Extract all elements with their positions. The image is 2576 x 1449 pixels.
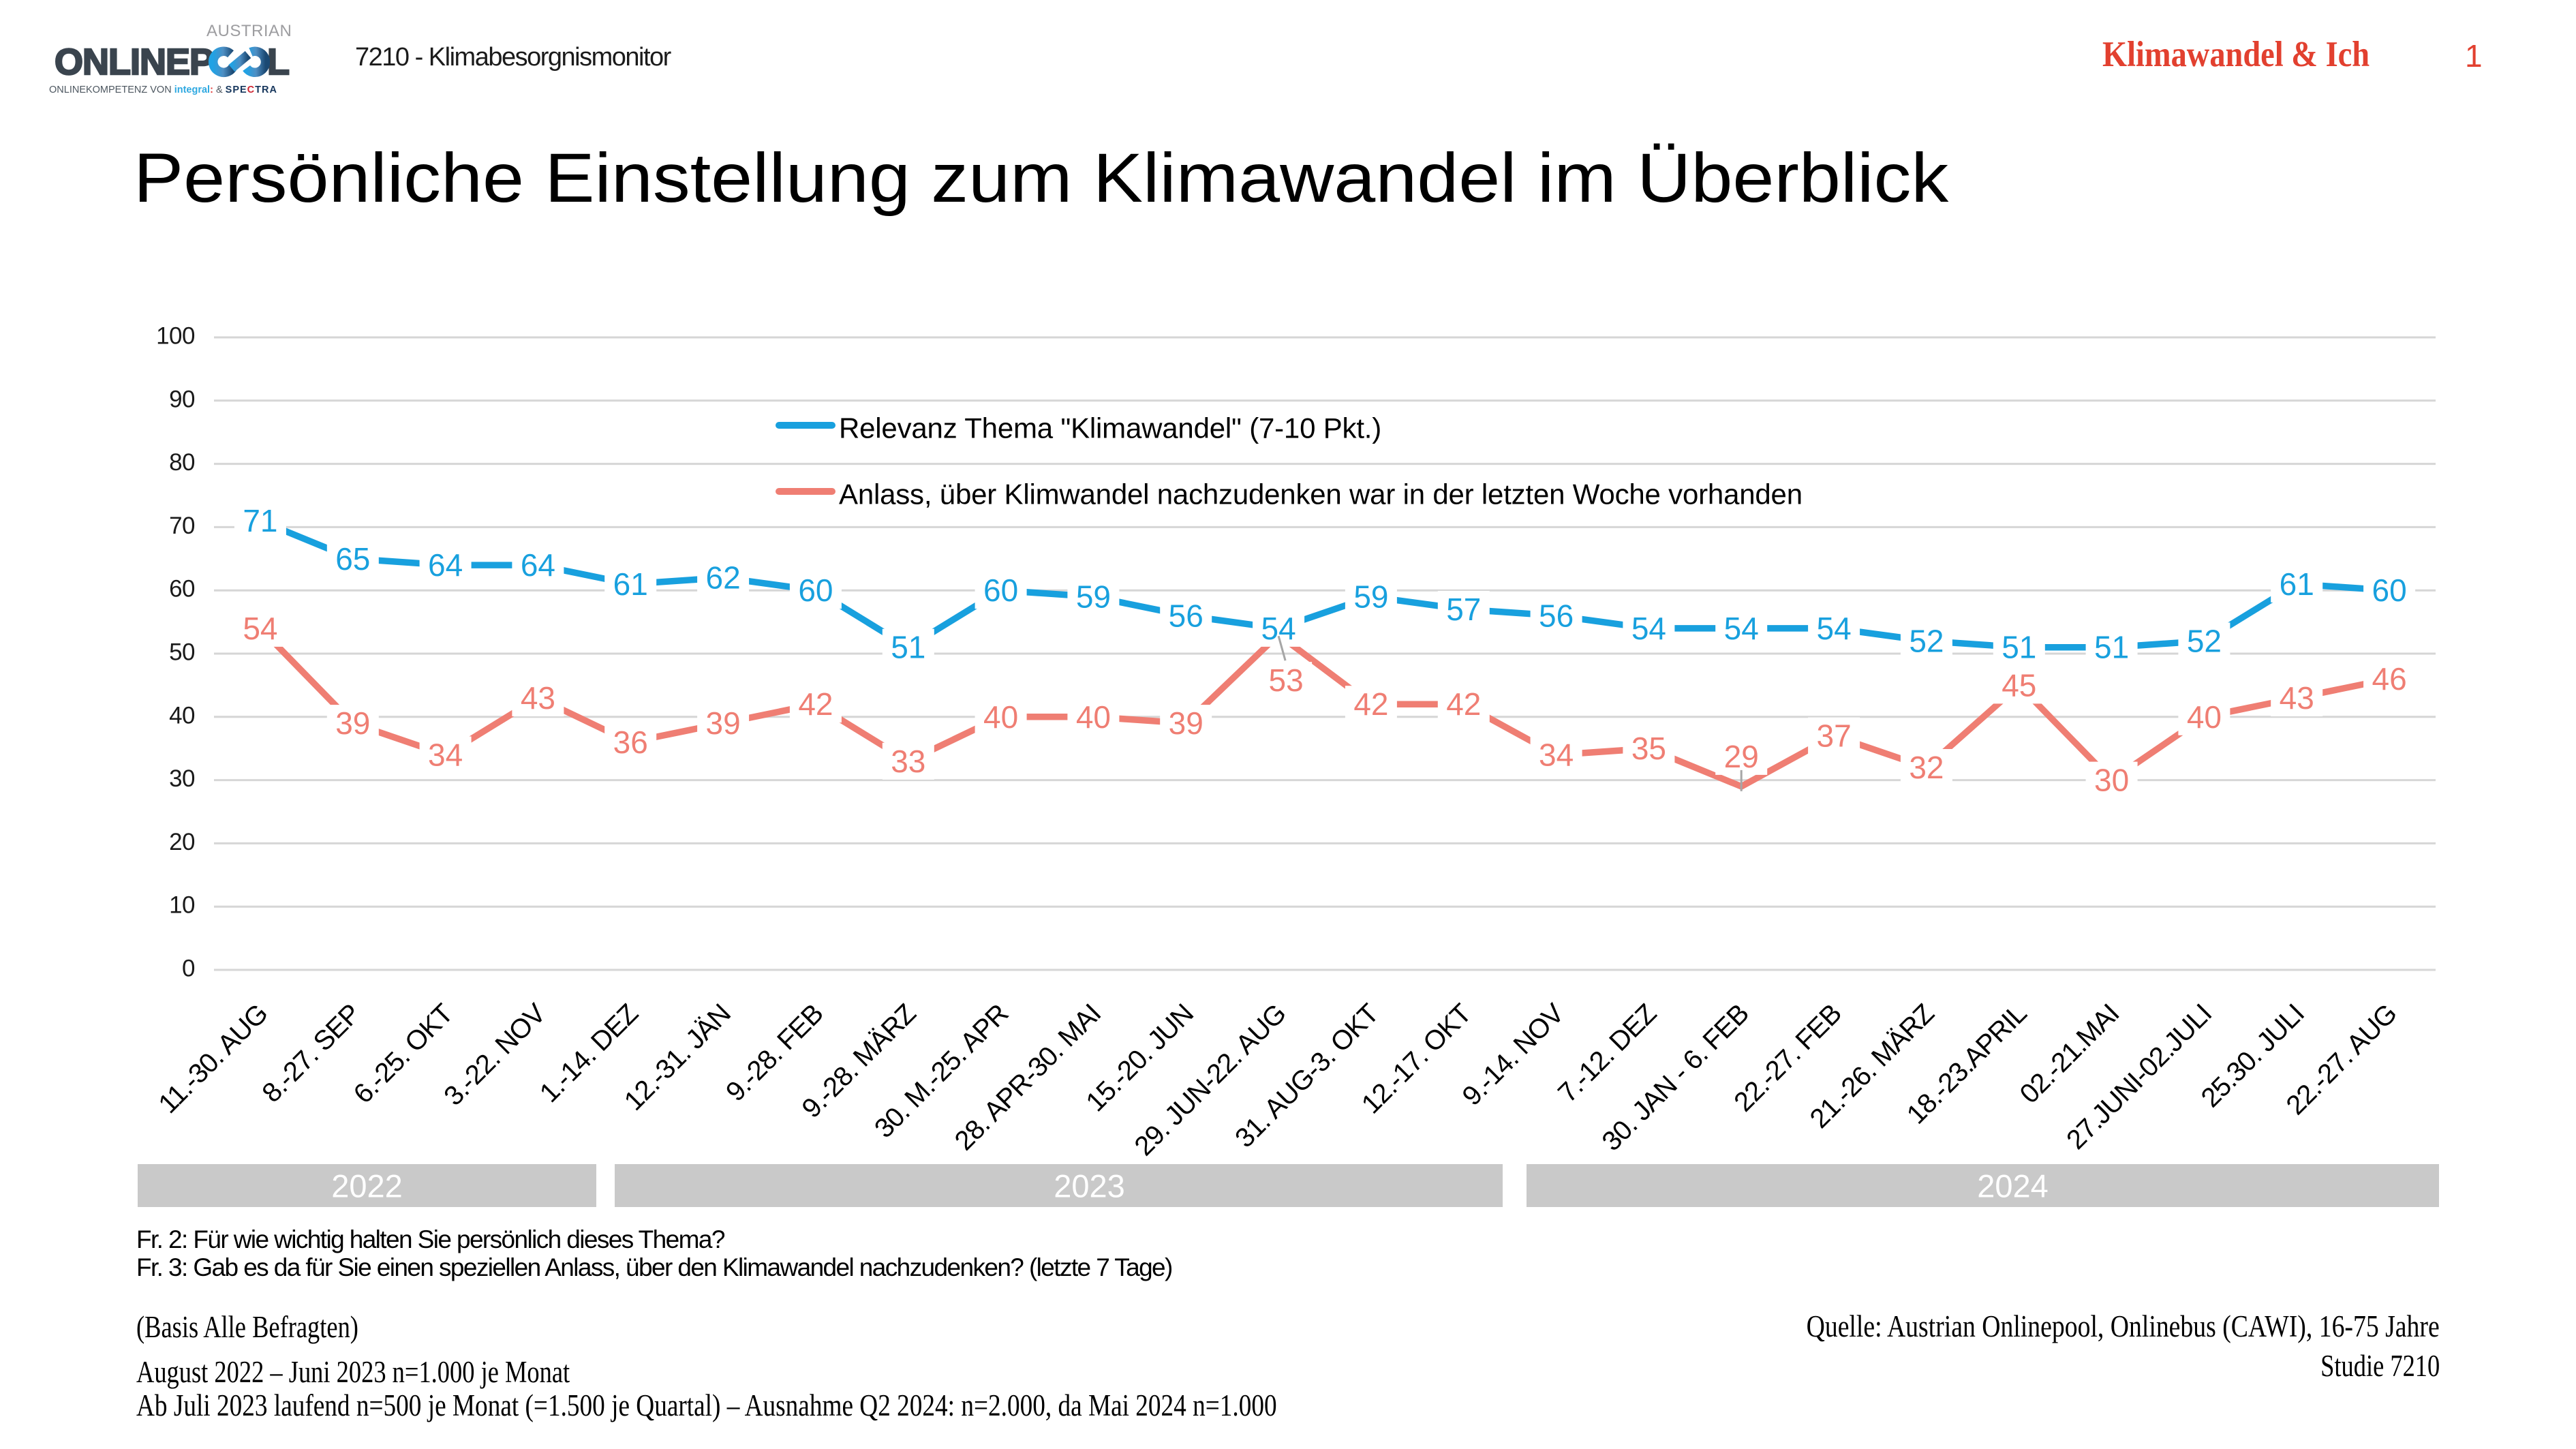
svg-text:34: 34 <box>428 737 463 773</box>
svg-text:40: 40 <box>169 702 195 729</box>
svg-text:32: 32 <box>1909 750 1944 785</box>
svg-text:52: 52 <box>2187 623 2222 658</box>
svg-text:54: 54 <box>1261 611 1296 646</box>
svg-text:Relevanz Thema "Klimawandel" (: Relevanz Thema "Klimawandel" (7-10 Pkt.) <box>839 412 1381 444</box>
svg-text:42: 42 <box>798 686 833 722</box>
svg-text:59: 59 <box>1353 579 1388 615</box>
svg-text:51: 51 <box>2094 630 2129 665</box>
svg-text:90: 90 <box>169 386 195 412</box>
svg-text:40: 40 <box>1076 699 1111 735</box>
svg-text:100: 100 <box>156 323 195 350</box>
svg-text:54: 54 <box>1724 611 1759 646</box>
svg-text:57: 57 <box>1446 592 1481 627</box>
svg-text:2024: 2024 <box>1977 1168 2049 1204</box>
svg-text:40: 40 <box>983 699 1018 735</box>
svg-text:80: 80 <box>169 449 195 476</box>
svg-text:34: 34 <box>1539 737 1574 773</box>
svg-text:39: 39 <box>1169 705 1203 741</box>
svg-text:20: 20 <box>169 829 195 855</box>
svg-text:51: 51 <box>891 630 925 665</box>
svg-text:39: 39 <box>706 705 741 741</box>
svg-text:62: 62 <box>706 560 741 596</box>
svg-text:70: 70 <box>169 513 195 539</box>
svg-text:30: 30 <box>169 765 195 792</box>
svg-text:54: 54 <box>1817 611 1852 646</box>
svg-text:51: 51 <box>2002 630 2036 665</box>
svg-text:60: 60 <box>169 576 195 603</box>
svg-text:64: 64 <box>428 547 463 583</box>
svg-text:35: 35 <box>1631 731 1666 766</box>
svg-text:2023: 2023 <box>1054 1168 1125 1204</box>
svg-text:60: 60 <box>798 573 833 608</box>
svg-text:40: 40 <box>2187 699 2222 735</box>
svg-text:43: 43 <box>2280 680 2314 716</box>
svg-text:9.-14. NOV: 9.-14. NOV <box>1456 998 1569 1111</box>
svg-text:45: 45 <box>2002 667 2036 703</box>
svg-text:56: 56 <box>1169 598 1203 633</box>
svg-text:37: 37 <box>1817 718 1852 754</box>
svg-text:43: 43 <box>521 680 555 716</box>
svg-text:29: 29 <box>1724 739 1759 774</box>
svg-text:54: 54 <box>1631 611 1666 646</box>
svg-text:3.-22. NOV: 3.-22. NOV <box>438 998 551 1111</box>
svg-text:42: 42 <box>1446 686 1481 722</box>
svg-text:60: 60 <box>2372 573 2407 608</box>
svg-text:53: 53 <box>1269 662 1304 698</box>
svg-text:30: 30 <box>2094 763 2129 798</box>
svg-text:0: 0 <box>182 956 195 982</box>
svg-text:33: 33 <box>891 744 925 779</box>
svg-text:8.-27. SEP: 8.-27. SEP <box>256 998 366 1108</box>
svg-text:56: 56 <box>1539 598 1574 633</box>
svg-text:11.-30. AUG: 11.-30. AUG <box>153 998 273 1119</box>
svg-text:60: 60 <box>983 573 1018 608</box>
svg-text:2022: 2022 <box>331 1168 403 1204</box>
svg-text:59: 59 <box>1076 579 1111 615</box>
svg-text:42: 42 <box>1353 686 1388 722</box>
svg-text:61: 61 <box>613 566 648 602</box>
svg-text:54: 54 <box>243 611 277 646</box>
svg-text:71: 71 <box>243 503 277 538</box>
svg-text:10: 10 <box>169 892 195 919</box>
svg-text:46: 46 <box>2372 661 2407 697</box>
svg-text:65: 65 <box>335 541 370 577</box>
svg-text:36: 36 <box>613 724 648 760</box>
svg-text:50: 50 <box>169 639 195 666</box>
svg-text:52: 52 <box>1909 623 1944 658</box>
svg-text:Anlass, über Klimwandel nachzu: Anlass, über Klimwandel nachzudenken war… <box>839 478 1803 510</box>
svg-text:64: 64 <box>521 547 555 583</box>
svg-text:39: 39 <box>335 705 370 741</box>
svg-text:61: 61 <box>2280 566 2314 602</box>
